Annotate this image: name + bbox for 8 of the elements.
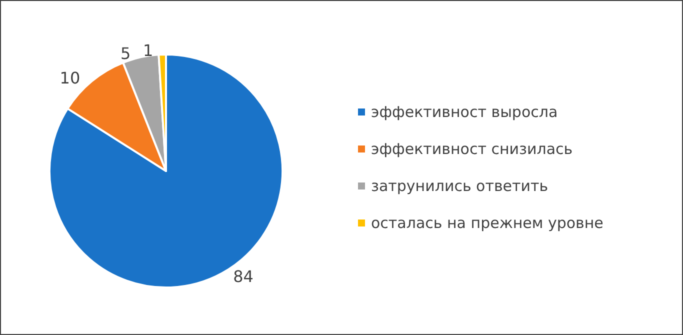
legend-label: осталась на прежнем уровне <box>371 214 604 232</box>
data-label: 5 <box>120 44 131 63</box>
data-label: 1 <box>143 41 154 60</box>
legend-label: эффективност снизилась <box>371 140 573 158</box>
data-label: 10 <box>60 68 80 88</box>
legend-label: затрунились ответить <box>371 177 548 195</box>
data-label: 84 <box>233 267 254 286</box>
legend-label: эффективност выросла <box>371 103 558 121</box>
